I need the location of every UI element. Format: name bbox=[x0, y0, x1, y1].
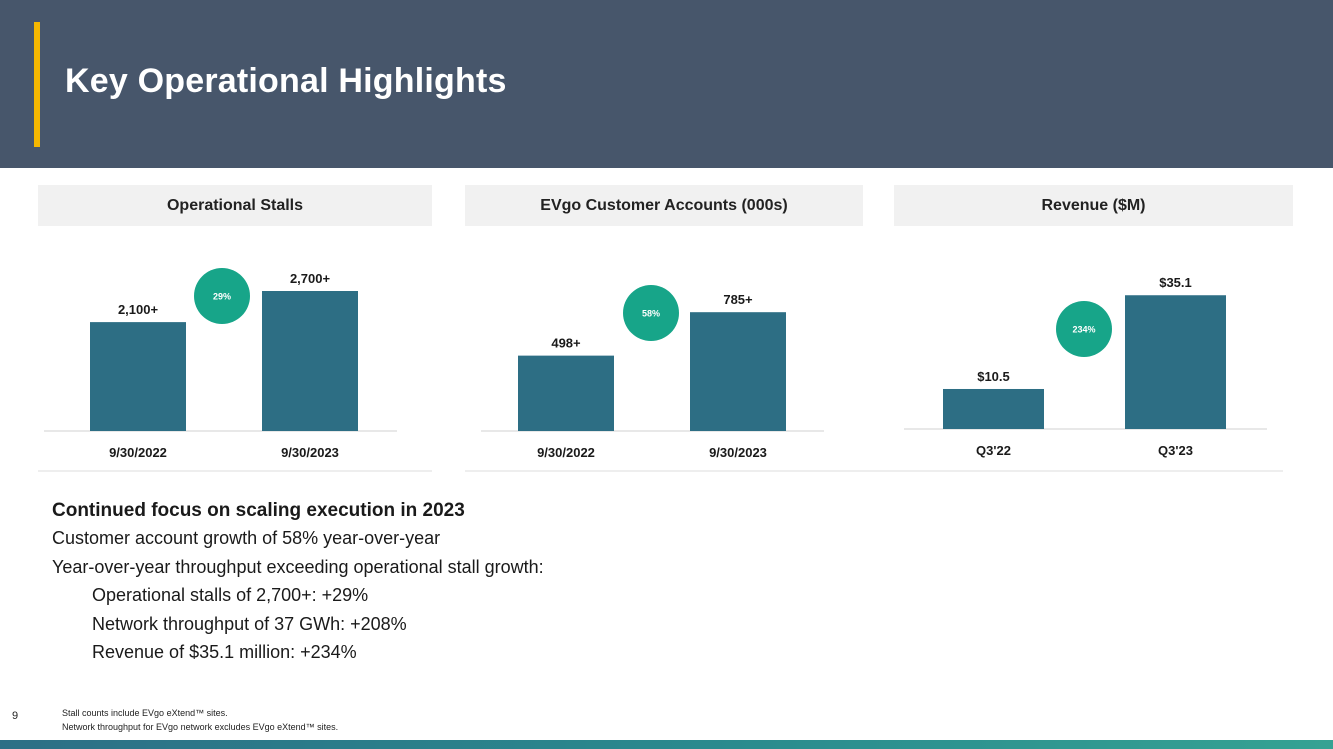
chart-data-label: 2,100+ bbox=[118, 302, 159, 317]
summary-sub-line: Network throughput of 37 GWh: +208% bbox=[92, 613, 407, 634]
summary-sub-line: Operational stalls of 2,700+: +29% bbox=[92, 585, 369, 605]
growth-badge bbox=[1056, 301, 1112, 357]
growth-badge-label: 234% bbox=[1072, 325, 1095, 335]
page-title: Key Operational Highlights bbox=[65, 62, 507, 100]
chart-bar bbox=[690, 312, 786, 431]
chart-category-label: 9/30/2022 bbox=[109, 445, 167, 460]
growth-badge-label: 29% bbox=[213, 292, 231, 302]
summary-sub-line: Revenue of $35.1 million: +234% bbox=[92, 642, 357, 662]
growth-badge-label: 58% bbox=[642, 309, 660, 319]
footnote: Stall counts include EVgo eXtend™ sites. bbox=[62, 708, 228, 718]
bottom-accent-bar bbox=[0, 740, 1333, 749]
summary-text-block: Continued focus on scaling execution in … bbox=[52, 498, 952, 667]
summary-line: Year-over-year throughput exceeding oper… bbox=[52, 556, 544, 577]
chart-bar bbox=[90, 322, 186, 431]
chart-title-revenue: Revenue ($M) bbox=[894, 185, 1293, 226]
chart-category-label: Q3'22 bbox=[976, 443, 1011, 458]
chart-bar bbox=[943, 388, 1044, 429]
footnote: Network throughput for EVgo network excl… bbox=[62, 722, 339, 732]
growth-badge bbox=[623, 285, 679, 341]
chart-data-label: 2,700+ bbox=[290, 271, 331, 286]
chart-category-label: 9/30/2023 bbox=[281, 445, 339, 460]
chart-data-label: $10.5 bbox=[977, 369, 1010, 384]
chart-title-operational-stalls: Operational Stalls bbox=[38, 185, 432, 226]
chart-category-label: 9/30/2023 bbox=[709, 445, 767, 460]
page-number: 9 bbox=[12, 710, 19, 722]
chart-title-customer-accounts: EVgo Customer Accounts (000s) bbox=[465, 185, 863, 226]
header-accent-bar bbox=[34, 22, 40, 147]
chart-data-label: 785+ bbox=[723, 292, 753, 307]
chart-bar bbox=[1125, 295, 1226, 429]
summary-heading: Continued focus on scaling execution in … bbox=[52, 500, 465, 521]
chart-data-label: 498+ bbox=[551, 336, 581, 351]
chart-bar bbox=[262, 291, 358, 431]
chart-category-label: 9/30/2022 bbox=[537, 445, 595, 460]
chart-category-label: Q3'23 bbox=[1158, 443, 1193, 458]
growth-badge bbox=[194, 268, 250, 324]
chart-bar bbox=[518, 355, 614, 431]
chart-data-label: $35.1 bbox=[1159, 275, 1192, 290]
summary-line: Customer account growth of 58% year-over… bbox=[52, 528, 441, 548]
slide-header: Key Operational Highlights bbox=[0, 0, 1333, 168]
